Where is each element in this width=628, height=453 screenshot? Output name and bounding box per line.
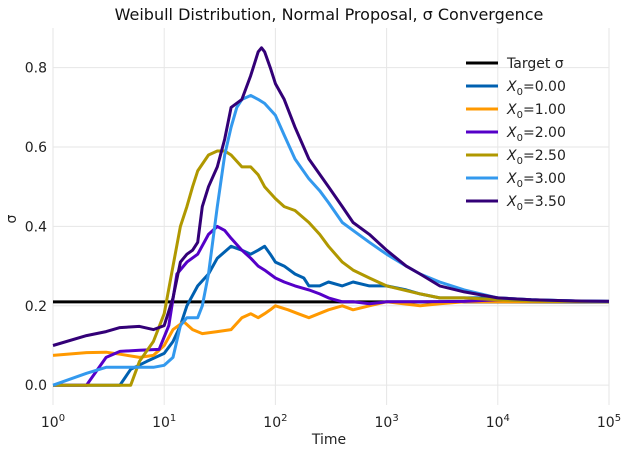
x-tick-exponent: 4 [504,413,510,424]
legend-label-4: X0=3.00 [506,171,566,190]
x-tick-exponent: 3 [392,413,398,424]
series-lines [52,46,610,387]
legend-label-2: X0=2.00 [506,125,566,144]
y-tick-label: 0.4 [25,219,47,235]
x-tick-label: 102 [263,413,287,431]
x-axis-label: Time [311,432,346,448]
x-tick-base: 10 [486,415,504,431]
y-tick-label: 0.2 [25,299,47,315]
y-axis-ticks: 0.0 0.2 0.4 0.6 0.8 [25,61,47,394]
y-tick-label: 0.6 [25,140,47,156]
y-tick-label: 0.0 [25,378,47,394]
x-tick-base: 10 [263,415,281,431]
x-tick-base: 10 [374,415,392,431]
x-tick-label: 100 [41,413,65,431]
x-tick-exponent: 0 [59,413,65,424]
series-line-5 [52,46,610,347]
x-tick-exponent: 5 [615,413,621,424]
x-tick-base: 10 [41,415,59,431]
legend-label-3: X0=2.50 [506,148,566,167]
legend-label-1: X0=1.00 [506,102,566,121]
x-tick-base: 10 [597,415,615,431]
series-line-0 [53,244,610,387]
legend-label-target: Target σ [506,56,564,72]
x-tick-label: 103 [374,413,398,431]
x-tick-label: 105 [597,413,621,431]
x-tick-base: 10 [152,415,170,431]
legend-label-0: X0=0.00 [506,79,566,98]
series-line-3 [53,149,610,387]
y-tick-label: 0.8 [25,61,47,77]
grid [52,28,610,405]
x-axis-ticks: 100 101 102 103 104 105 [41,413,621,431]
x-tick-exponent: 1 [170,413,176,424]
legend-label-5: X0=3.50 [506,194,566,213]
y-axis-label: σ [4,214,20,223]
x-tick-label: 104 [486,413,510,431]
x-tick-label: 101 [152,413,176,431]
series-line-2 [53,224,610,387]
legend: Target σ X0=0.00 X0=1.00 X0=2.00 X0=2.50 X0=3… [466,56,566,213]
x-tick-exponent: 2 [281,413,287,424]
chart-title: Weibull Distribution, Normal Proposal, σ… [115,5,544,24]
